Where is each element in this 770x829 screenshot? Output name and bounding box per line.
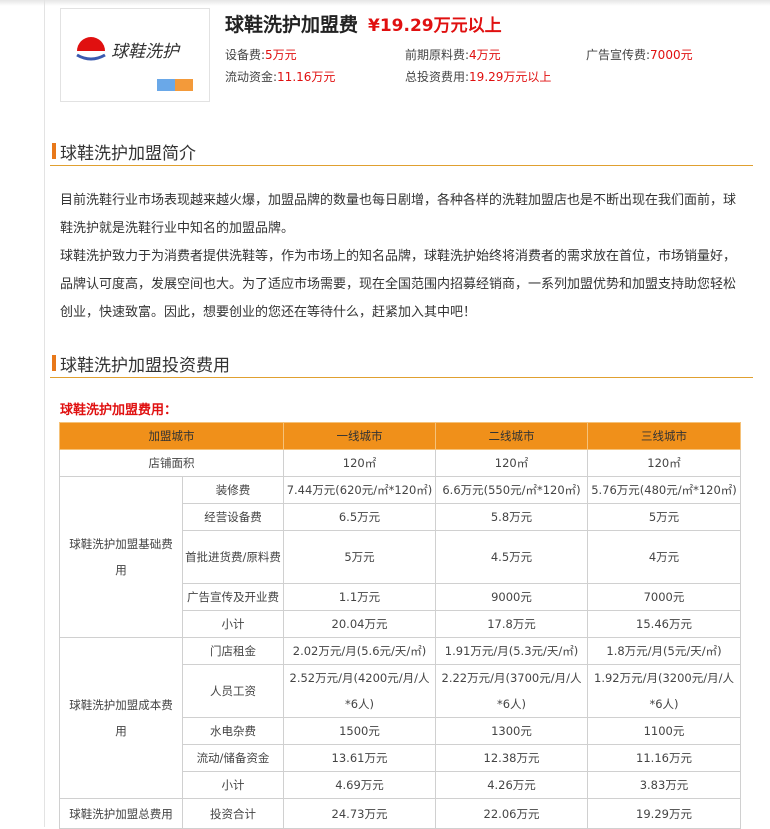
table-row: 球鞋洗护加盟基础费用 装修费 7.44万元(620元/㎡*120㎡) 6.6万元(55… <box>59 476 741 638</box>
logo-sun-icon: 球鞋洗护 <box>76 37 181 62</box>
value-cell: 11.16万元 <box>587 744 741 772</box>
value-cell: 12.38万元 <box>435 744 588 772</box>
table-row: 球鞋洗护加盟成本费用 门店租金 2.02万元/月(5.6元/天/㎡) 1.91万元/月… <box>59 637 741 799</box>
value-cell: 1.1万元 <box>283 583 436 611</box>
value-cell: 5.76万元(480元/㎡*120㎡) <box>587 476 741 504</box>
group-label: 球鞋洗护加盟基础费用 <box>59 476 183 638</box>
header-cell: 加盟城市 <box>59 422 284 450</box>
value-cell: 13.61万元 <box>283 744 436 772</box>
table-header: 加盟城市 一线城市 二线城市 三线城市 <box>59 422 741 450</box>
paragraph: 球鞋洗护致力于为消费者提供洗鞋等，作为市场上的知名品牌，球鞋洗护始终将消费者的需… <box>60 249 737 320</box>
value-cell: 4万元 <box>587 530 741 584</box>
row-label: 店铺面积 <box>59 449 284 477</box>
value-cell: 17.8万元 <box>435 610 588 638</box>
value-cell: 1500元 <box>283 717 436 745</box>
logo-badge <box>157 79 193 91</box>
divider <box>44 0 45 827</box>
item-label: 装修费 <box>182 476 284 504</box>
page-title: 球鞋洗护加盟费 ¥19.29万元以上 <box>225 10 502 37</box>
value-cell: 6.5万元 <box>283 503 436 531</box>
price: ¥19.29万元以上 <box>368 16 502 36</box>
value-cell: 15.46万元 <box>587 610 741 638</box>
heading-bar <box>52 355 56 371</box>
value-cell: 3.83万元 <box>587 771 741 799</box>
value-cell: 7000元 <box>587 583 741 611</box>
table-row: 首批进货费/原料费 5万元 4.5万元 4万元 <box>60 530 741 584</box>
value-cell: 2.52万元/月(4200元/月/人*6人) <box>283 664 436 718</box>
value-cell: 1.92万元/月(3200元/月/人*6人) <box>587 664 741 718</box>
top-shadow <box>0 0 770 6</box>
value-cell: 7.44万元(620元/㎡*120㎡) <box>283 476 436 504</box>
brand-title: 球鞋洗护加盟费 <box>225 14 359 36</box>
fee-materials: 前期原料费:4万元 <box>405 48 501 62</box>
fee-working-capital: 流动资金:11.16万元 <box>225 70 336 84</box>
value-cell: 4.5万元 <box>435 530 588 584</box>
item-label: 小计 <box>182 610 284 638</box>
item-label: 小计 <box>182 771 284 799</box>
fee-advertising: 广告宣传费:7000元 <box>586 48 693 62</box>
item-label: 门店租金 <box>182 637 284 665</box>
table-row: 经营设备费 6.5万元 5.8万元 5万元 <box>60 503 741 531</box>
item-label: 首批进货费/原料费 <box>182 530 284 584</box>
paragraph: 目前洗鞋行业市场表现越来越火爆，加盟品牌的数量也每日剧增，各种各样的洗鞋加盟店也… <box>60 193 737 236</box>
value-cell: 120㎡ <box>587 449 741 477</box>
fee-equipment: 设备费:5万元 <box>225 48 297 62</box>
value-cell: 2.02万元/月(5.6元/天/㎡) <box>283 637 436 665</box>
item-label: 投资合计 <box>182 798 284 829</box>
value-cell: 1100元 <box>587 717 741 745</box>
value-cell: 20.04万元 <box>283 610 436 638</box>
value-cell: 5万元 <box>587 503 741 531</box>
value-cell: 1300元 <box>435 717 588 745</box>
item-label: 流动/储备资金 <box>182 744 284 772</box>
section-intro-heading: 球鞋洗护加盟简介 <box>50 138 753 166</box>
value-cell: 4.69万元 <box>283 771 436 799</box>
value-cell: 6.6万元(550元/㎡*120㎡) <box>435 476 588 504</box>
fee-total: 总投资费用:19.29万元以上 <box>405 70 552 84</box>
fee-table: 加盟城市 一线城市 二线城市 三线城市 店铺面积 120㎡ 120㎡ 120㎡ 球鞋洗护加盟基… <box>59 422 741 829</box>
fee-table-title: 球鞋洗护加盟费用： <box>60 403 178 418</box>
value-cell: 9000元 <box>435 583 588 611</box>
heading-text: 球鞋洗护加盟简介 <box>60 144 196 164</box>
table-row: 小计 20.04万元 17.8万元 15.46万元 <box>60 610 741 638</box>
item-label: 广告宣传及开业费 <box>182 583 284 611</box>
brand-logo: 球鞋洗护 <box>60 8 210 102</box>
value-cell: 19.29万元 <box>587 798 741 829</box>
value-cell: 120㎡ <box>283 449 436 477</box>
item-label: 经营设备费 <box>182 503 284 531</box>
value-cell: 2.22万元/月(3700元/月/人*6人) <box>435 664 588 718</box>
item-label: 水电杂费 <box>182 717 284 745</box>
header-cell: 三线城市 <box>587 422 741 450</box>
value-cell: 5万元 <box>283 530 436 584</box>
value-cell: 120㎡ <box>435 449 588 477</box>
value-cell: 5.8万元 <box>435 503 588 531</box>
table-row: 小计 4.69万元 4.26万元 3.83万元 <box>60 771 741 799</box>
heading-text: 球鞋洗护加盟投资费用 <box>60 356 230 376</box>
group-label: 球鞋洗护加盟总费用 <box>59 798 183 829</box>
section-invest-heading: 球鞋洗护加盟投资费用 <box>50 350 753 378</box>
header-cell: 一线城市 <box>283 422 436 450</box>
table-row: 人员工资 2.52万元/月(4200元/月/人*6人) 2.22万元/月(3700元… <box>60 664 741 718</box>
value-cell: 24.73万元 <box>283 798 436 829</box>
group-label: 球鞋洗护加盟成本费用 <box>59 637 183 799</box>
table-row: 球鞋洗护加盟总费用 投资合计 24.73万元 22.06万元 19.29万元 <box>59 798 741 829</box>
table-row: 店铺面积 120㎡ 120㎡ 120㎡ <box>59 449 741 477</box>
header-cell: 二线城市 <box>435 422 588 450</box>
table-row: 广告宣传及开业费 1.1万元 9000元 7000元 <box>60 583 741 611</box>
heading-bar <box>52 143 56 159</box>
value-cell: 1.91万元/月(5.3元/天/㎡) <box>435 637 588 665</box>
value-cell: 1.8万元/月(5元/天/㎡) <box>587 637 741 665</box>
table-row: 流动/储备资金 13.61万元 12.38万元 11.16万元 <box>60 744 741 772</box>
value-cell: 4.26万元 <box>435 771 588 799</box>
value-cell: 22.06万元 <box>435 798 588 829</box>
svg-text:球鞋洗护: 球鞋洗护 <box>111 42 181 62</box>
intro-text: 目前洗鞋行业市场表现越来越火爆，加盟品牌的数量也每日剧增，各种各样的洗鞋加盟店也… <box>60 187 740 327</box>
item-label: 人员工资 <box>182 664 284 718</box>
